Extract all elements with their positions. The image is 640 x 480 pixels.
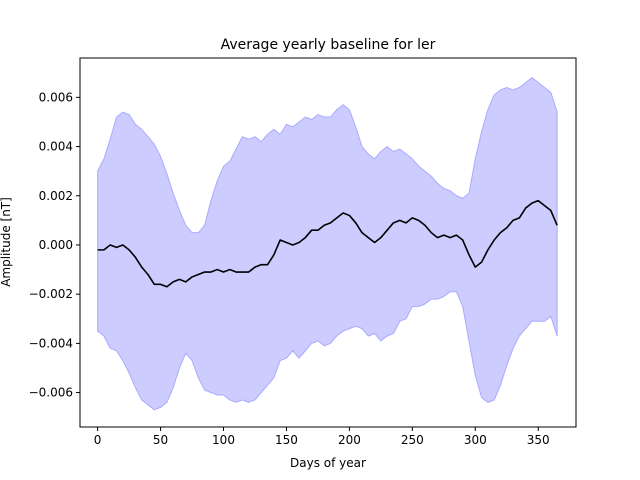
x-tick-label: 200 (338, 433, 361, 447)
x-axis-label: Days of year (290, 456, 366, 470)
y-tick-label: 0.006 (39, 90, 73, 104)
x-tick-label: 300 (464, 433, 487, 447)
x-tick-label: 150 (275, 433, 298, 447)
chart-title: Average yearly baseline for ler (221, 37, 436, 53)
band-area (97, 77, 558, 411)
x-axis: 0 50 100 150 200 250 300 350 (94, 427, 550, 447)
x-tick-label: 50 (153, 433, 168, 447)
plot-area (97, 77, 558, 411)
mean-line (97, 199, 558, 288)
y-axis-label: Amplitude [nT] (0, 197, 13, 287)
y-tick-label: 0.000 (39, 238, 73, 252)
plot-frame (79, 57, 577, 428)
x-tick-label: 350 (527, 433, 550, 447)
x-tick-label: 100 (212, 433, 235, 447)
y-tick-label: −0.002 (29, 287, 73, 301)
y-tick-label: −0.006 (29, 386, 73, 400)
y-axis: −0.006 −0.004 −0.002 0.000 0.002 0.004 0.006 (29, 90, 80, 400)
y-tick-label: 0.002 (39, 189, 73, 203)
y-tick-label: 0.004 (39, 140, 73, 154)
x-tick-label: 250 (401, 433, 424, 447)
x-tick-label: 0 (94, 433, 102, 447)
y-tick-label: −0.004 (29, 336, 73, 350)
